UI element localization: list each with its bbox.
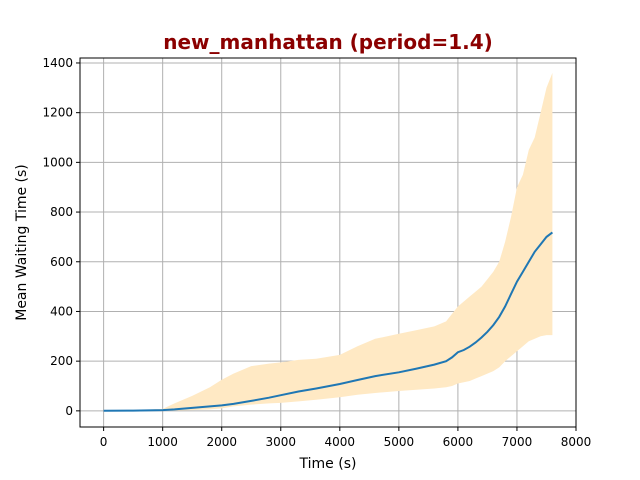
- y-tick-label: 1000: [42, 155, 73, 169]
- grid-layer: [80, 58, 577, 427]
- mean-line: [103, 231, 554, 412]
- plot-layer: [103, 72, 554, 412]
- y-tick-label: 400: [50, 304, 73, 318]
- x-tick-label: 4000: [325, 435, 356, 449]
- std-band: [103, 72, 553, 411]
- chart-title: new_manhattan (period=1.4): [163, 30, 493, 54]
- ticks-layer: 0 1000 2000 3000 4000 5000 6000 7000 8000 0 200 400…: [42, 56, 591, 449]
- x-tick-label: 8000: [561, 435, 592, 449]
- plot-frame: [79, 57, 577, 428]
- x-tick-label: 2000: [206, 435, 237, 449]
- x-tick-label: 5000: [384, 435, 415, 449]
- y-tick-label: 600: [50, 255, 73, 269]
- x-tick-label: 6000: [443, 435, 474, 449]
- y-tick-label: 1200: [42, 106, 73, 120]
- x-tick-label: 1000: [147, 435, 178, 449]
- x-tick-label: 3000: [265, 435, 296, 449]
- x-tick-label: 7000: [502, 435, 533, 449]
- y-tick-label: 800: [50, 205, 73, 219]
- y-tick-label: 0: [65, 404, 73, 418]
- x-tick-label: 0: [100, 435, 108, 449]
- y-tick-label: 200: [50, 354, 73, 368]
- y-axis-label: Mean Waiting Time (s): [14, 164, 30, 321]
- x-axis-label: Time (s): [299, 456, 357, 472]
- y-tick-label: 1400: [42, 56, 73, 70]
